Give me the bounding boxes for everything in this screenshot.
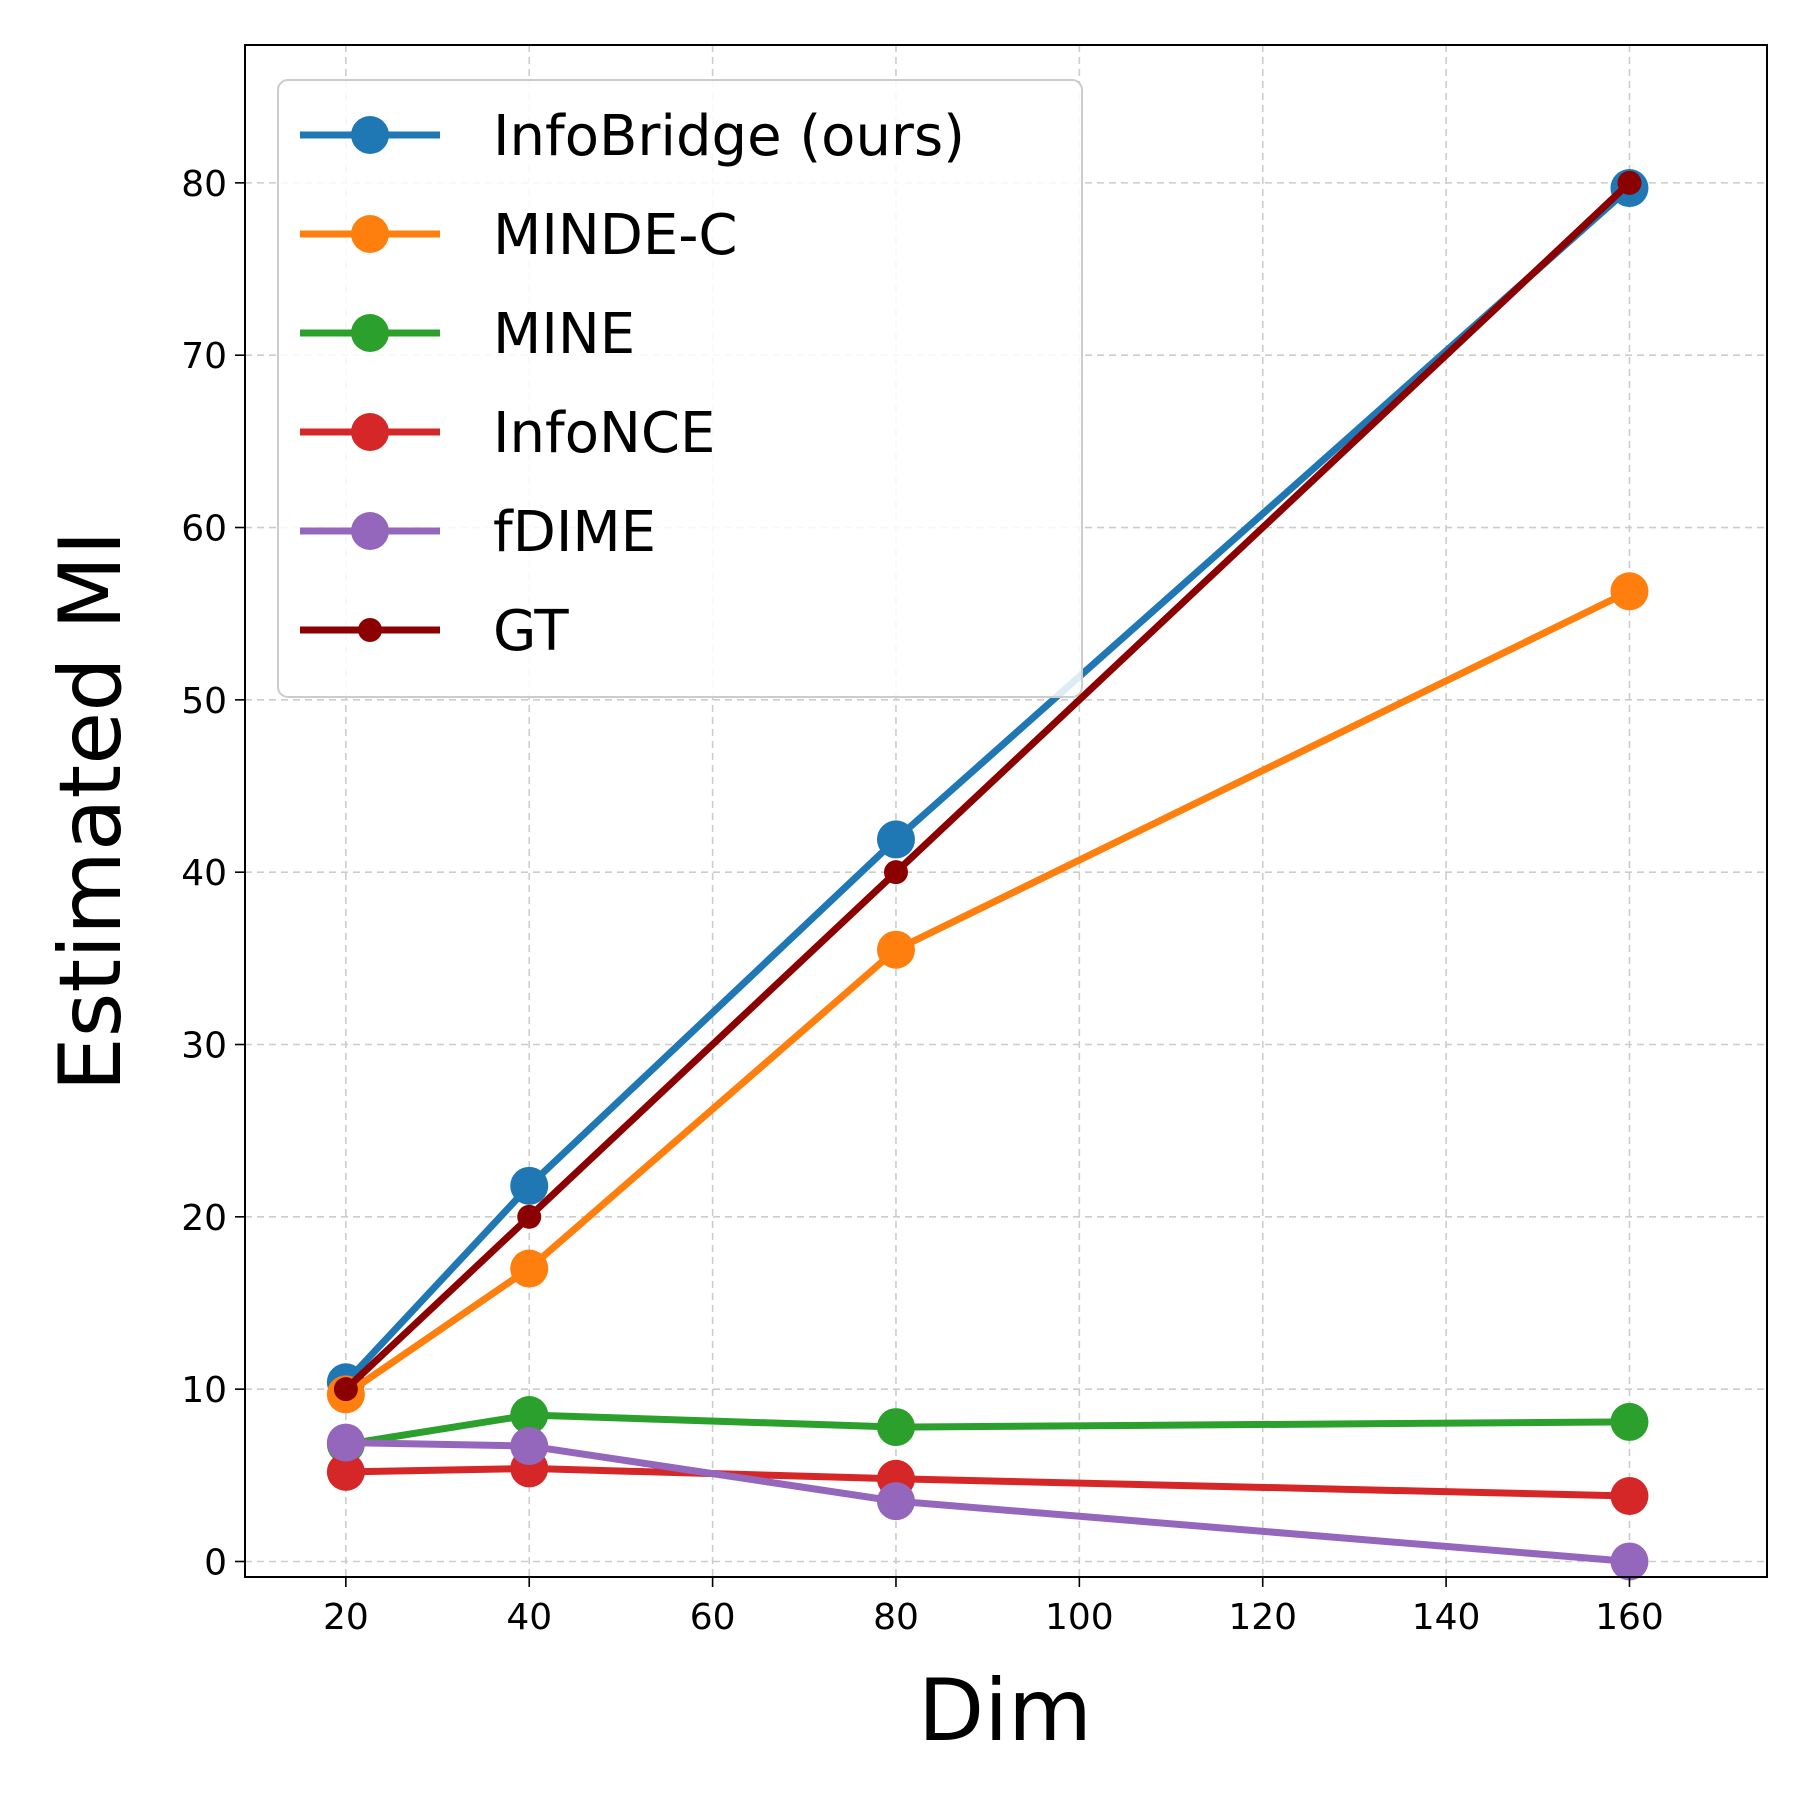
- legend-frame: [277, 79, 1083, 698]
- legend-item: fDIME: [300, 500, 656, 565]
- legend-label: MINDE-C: [493, 203, 738, 268]
- y-axis-title: Estimated MI: [41, 530, 141, 1091]
- data-point: [876, 820, 915, 859]
- data-point: [1617, 170, 1642, 195]
- x-axis-title: Dim: [918, 1661, 1092, 1761]
- data-point: [326, 1423, 365, 1462]
- data-point: [510, 1166, 549, 1205]
- data-point: [333, 1377, 358, 1402]
- x-tick-label: 140: [1412, 1597, 1481, 1638]
- series-fdime: [326, 1423, 1649, 1581]
- legend-item: MINDE-C: [300, 203, 738, 268]
- legend-label: GT: [493, 599, 569, 664]
- y-tick-label: 10: [181, 1370, 227, 1411]
- data-point: [510, 1249, 549, 1288]
- x-tick-label: 20: [323, 1597, 369, 1638]
- data-point: [1610, 1477, 1649, 1516]
- series-line: [342, 1439, 1633, 1565]
- legend-swatch-marker: [351, 314, 389, 352]
- x-axis: 20 40 60 80 100 120 140 160: [323, 1577, 1664, 1638]
- legend-label: MINE: [493, 302, 635, 367]
- y-tick-label: 80: [181, 164, 227, 205]
- legend-item: GT: [300, 599, 569, 664]
- legend: InfoBridge (ours) MINDE-C MINE InfoNCE fDIME…: [277, 79, 1083, 698]
- legend-swatch-marker: [351, 215, 389, 253]
- data-point: [517, 1204, 542, 1229]
- legend-item: InfoNCE: [300, 401, 715, 466]
- data-point: [1610, 572, 1649, 611]
- series-line: [342, 179, 1633, 1393]
- data-point: [876, 1482, 915, 1521]
- x-tick-label: 100: [1045, 1597, 1114, 1638]
- y-tick-label: 0: [204, 1542, 227, 1583]
- data-point: [1610, 1402, 1649, 1441]
- plot-frame: [244, 44, 1768, 1578]
- series-gt: [333, 170, 1642, 1402]
- x-tick-label: 160: [1595, 1597, 1664, 1638]
- legend-item: MINE: [300, 302, 635, 367]
- x-tick-label: 120: [1228, 1597, 1297, 1638]
- x-tick-label: 60: [690, 1597, 736, 1638]
- x-tick-label: 40: [506, 1597, 552, 1638]
- y-tick-label: 70: [181, 336, 227, 377]
- data-point: [326, 1452, 365, 1491]
- data-point: [1610, 1542, 1649, 1581]
- y-tick-label: 50: [181, 681, 227, 722]
- x-tick-label: 80: [873, 1597, 919, 1638]
- data-point: [510, 1427, 549, 1466]
- data-point: [876, 930, 915, 969]
- data-point: [510, 1396, 549, 1435]
- data-point: [883, 860, 908, 885]
- legend-label: InfoNCE: [493, 401, 715, 466]
- series-line: [342, 1411, 1633, 1448]
- y-axis: 0 10 20 30 40 50 60 70 80: [181, 164, 245, 1583]
- series-layer: [326, 169, 1649, 1581]
- legend-item: InfoBridge (ours): [300, 104, 965, 169]
- legend-swatch-marker: [351, 512, 389, 550]
- y-tick-label: 60: [181, 509, 227, 550]
- legend-swatch-marker: [351, 116, 389, 154]
- series-line: [342, 184, 1633, 1386]
- y-tick-label: 20: [181, 1198, 227, 1239]
- series-line: [342, 587, 1633, 1398]
- data-point: [876, 1408, 915, 1447]
- legend-swatch-marker: [358, 618, 382, 642]
- legend-label: InfoBridge (ours): [493, 104, 965, 169]
- y-tick-label: 40: [181, 853, 227, 894]
- legend-label: fDIME: [493, 500, 656, 565]
- legend-swatch-marker: [351, 413, 389, 451]
- y-tick-label: 30: [181, 1026, 227, 1067]
